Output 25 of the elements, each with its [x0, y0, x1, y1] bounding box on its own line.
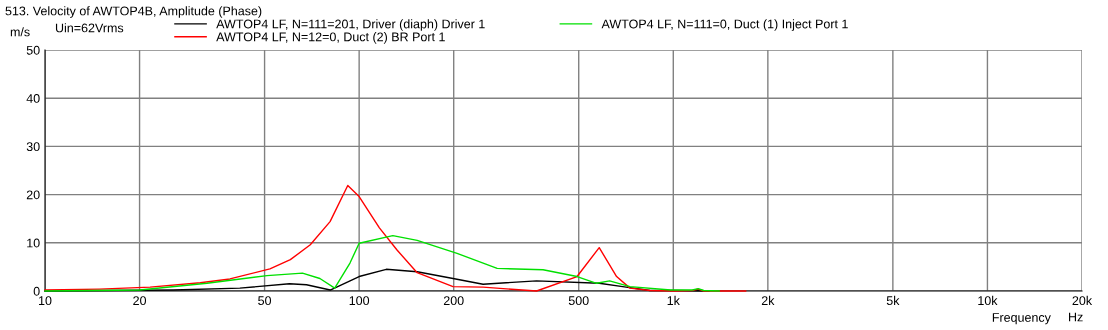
- legend-label: AWTOP4 LF, N=111=201, Driver (diaph) Driver 1: [216, 19, 485, 31]
- x-tick-label: 1k: [667, 295, 680, 305]
- x-tick-label: 2k: [761, 295, 775, 305]
- y-tick-label: 20: [26, 190, 40, 200]
- x-tick-label: 20k: [1072, 295, 1093, 306]
- y-tick-label: 50: [26, 45, 40, 55]
- x-tick-label: 200: [443, 296, 464, 306]
- x-tick-label: 10k: [978, 295, 998, 306]
- x-tick-label: 20: [133, 296, 147, 306]
- y-tick-label: 0: [33, 286, 40, 296]
- x-tick-label: 5k: [886, 295, 900, 306]
- x-tick-label: 100: [349, 296, 370, 306]
- text: Uin=62Vrms: [55, 23, 124, 33]
- y-tick-label: 10: [27, 238, 40, 248]
- text: Hz: [1069, 312, 1083, 322]
- x-tick-label: 500: [568, 296, 589, 306]
- y-tick-label: 40: [26, 94, 40, 103]
- legend-label: AWTOP4 LF, N=12=0, Duct (2) BR Port 1: [216, 32, 445, 44]
- x-tick-label: 10: [39, 296, 52, 306]
- y-axis-title: m/s: [10, 27, 30, 37]
- y-tick-label: 30: [26, 142, 40, 152]
- chart-title: 513. Velocity of AWTOP4B, Amplitude (Phase): [5, 6, 262, 18]
- x-tick-label: 50: [258, 296, 272, 306]
- legend-label: AWTOP4 LF, N=111=0, Duct (1) Inject Port 1: [601, 19, 848, 31]
- x-axis-title: Frequency: [992, 313, 1051, 325]
